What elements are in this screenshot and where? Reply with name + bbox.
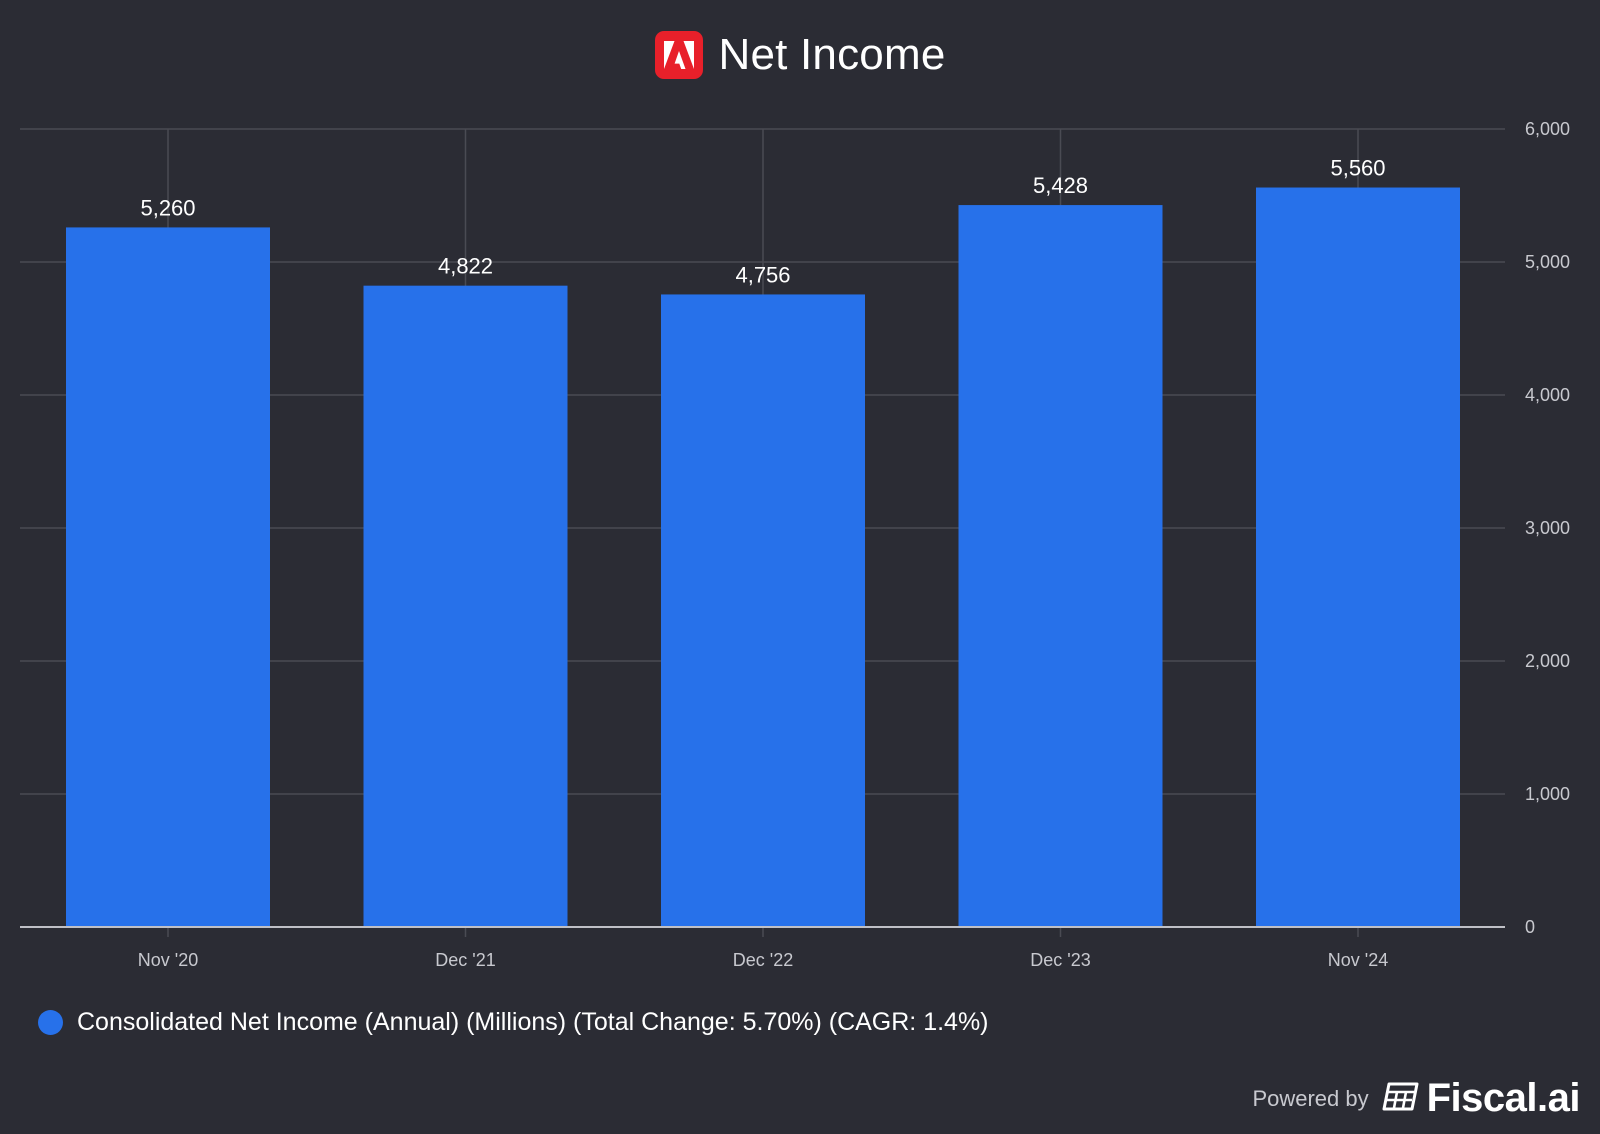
bar	[1256, 187, 1460, 927]
y-tick-label: 4,000	[1525, 385, 1570, 405]
chart-header: Net Income	[0, 30, 1600, 80]
x-tick-label: Nov '24	[1328, 950, 1388, 970]
brand[interactable]: Fiscal.ai	[1381, 1076, 1581, 1121]
fiscal-ai-logo-icon	[1381, 1080, 1419, 1117]
y-tick-label: 0	[1525, 917, 1535, 937]
y-tick-label: 5,000	[1525, 252, 1570, 272]
x-tick-label: Dec '21	[435, 950, 495, 970]
y-tick-label: 1,000	[1525, 784, 1570, 804]
y-tick-label: 2,000	[1525, 651, 1570, 671]
bar	[661, 294, 865, 927]
footer-attribution: Powered by Fiscal.ai	[1252, 1076, 1580, 1121]
data-label: 5,560	[1330, 156, 1385, 181]
data-label: 5,260	[140, 195, 195, 220]
legend-marker	[38, 1010, 63, 1035]
bar	[66, 227, 270, 928]
legend-label: Consolidated Net Income (Annual) (Millio…	[77, 1008, 989, 1036]
data-label: 4,756	[735, 262, 790, 287]
y-tick-label: 6,000	[1525, 119, 1570, 139]
data-label: 5,428	[1033, 173, 1088, 198]
x-tick-label: Dec '22	[733, 950, 793, 970]
data-label: 4,822	[438, 254, 493, 279]
chart-title: Net Income	[718, 30, 946, 79]
x-tick-label: Nov '20	[138, 950, 198, 970]
chart-legend[interactable]: Consolidated Net Income (Annual) (Millio…	[38, 1008, 989, 1037]
powered-by-label: Powered by	[1252, 1085, 1369, 1111]
x-tick-label: Dec '23	[1030, 950, 1090, 970]
brand-name: Fiscal.ai	[1426, 1076, 1581, 1120]
bar	[958, 205, 1163, 928]
adobe-logo-icon	[654, 31, 703, 79]
y-tick-label: 3,000	[1525, 518, 1570, 538]
bar	[363, 285, 568, 927]
